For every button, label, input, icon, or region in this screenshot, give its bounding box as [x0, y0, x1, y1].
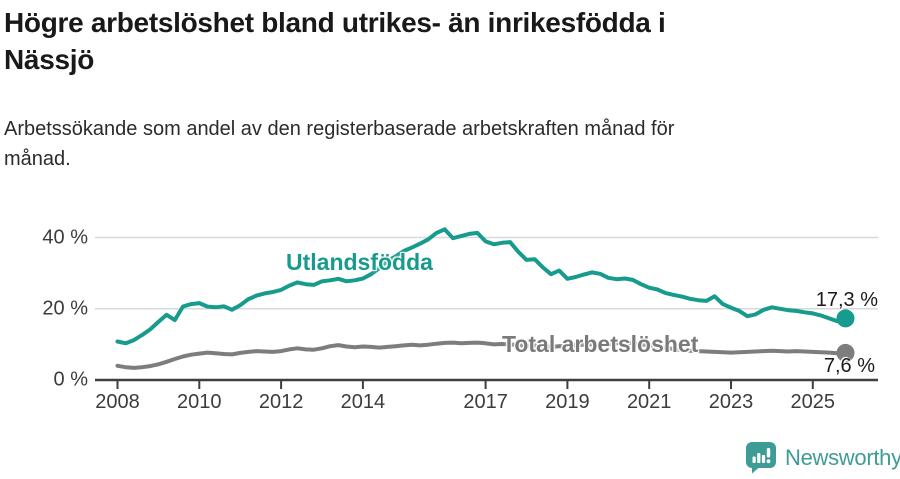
series-label-total-arbetsloshet: Total arbetslöshet — [502, 331, 699, 357]
x-tick-label: 2008 — [95, 391, 140, 413]
series-end-dot-0 — [836, 309, 855, 328]
end-value-label-total: 7,6 % — [823, 355, 875, 377]
x-tick-label: 2019 — [545, 391, 590, 413]
series-line-1 — [115, 340, 848, 370]
x-tick-label: 2014 — [340, 391, 386, 413]
end-value-label-utlandsfodda: 17,3 % — [815, 289, 878, 311]
chart-title-line2: Nässjö — [4, 44, 95, 75]
x-axis-labels: 2008 2010 2012 2014 2017 2019 2021 2023 2025 — [0, 391, 900, 417]
y-tick-label: 40 % — [42, 226, 88, 248]
y-axis-labels: 0 % 20 % 40 % — [0, 0, 88, 430]
series-line-0 — [115, 227, 848, 346]
chart-subtitle-line1: Arbetssökande som andel av den registerb… — [4, 118, 675, 140]
newsworthy-logo-text: Newsworthy — [785, 444, 900, 470]
chart-subtitle-line2: månad. — [4, 148, 71, 170]
newsworthy-logo[interactable]: Newsworthy — [745, 441, 900, 474]
series-label-utlandsfodda: Utlandsfödda — [286, 249, 433, 275]
newsworthy-logo-icon — [745, 441, 777, 474]
x-tick-label: 2017 — [463, 391, 508, 413]
x-tick-label: 2021 — [626, 391, 672, 413]
x-tick-label: 2010 — [177, 391, 222, 413]
x-tick-label: 2012 — [258, 391, 304, 413]
chart-subtitle: Arbetssökande som andel av den registerb… — [4, 114, 884, 174]
y-tick-label: 0 % — [53, 368, 88, 391]
chart-title-line1: Högre arbetslöshet bland utrikes- än inr… — [4, 7, 666, 38]
x-tick-label: 2023 — [708, 391, 754, 413]
y-tick-label: 20 % — [42, 297, 88, 320]
series-end-dot-1 — [836, 343, 855, 362]
chart-title: Högre arbetslöshet bland utrikes- än inr… — [4, 4, 884, 78]
x-tick-label: 2025 — [790, 391, 836, 413]
